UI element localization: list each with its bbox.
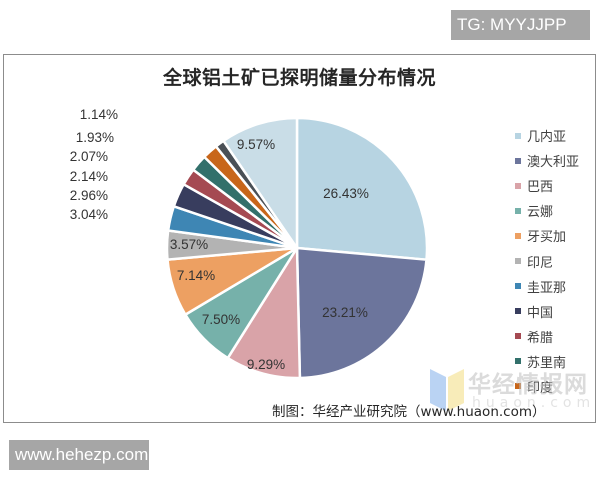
legend-swatch-icon xyxy=(515,358,521,365)
legend-swatch-icon xyxy=(515,383,521,390)
legend-item: 印尼 xyxy=(515,248,595,273)
source-note: 制图：华经产业研究院（www.huaon.com） xyxy=(272,404,546,420)
legend-swatch-icon xyxy=(515,258,521,265)
legend-item: 巴西 xyxy=(515,173,595,198)
legend-item: 云娜 xyxy=(515,198,595,223)
legend-swatch-icon xyxy=(515,182,521,189)
legend-swatch-icon xyxy=(515,333,521,340)
pie-labels: 26.43% 23.21% 9.29% 7.50% 7.14% 3.57% 3.04% 2.9… xyxy=(70,107,369,372)
pie-slice xyxy=(222,116,299,250)
legend-item: 牙买加 xyxy=(515,223,595,248)
tg-badge: TG: MYYJJPP xyxy=(451,10,590,40)
legend-item: 中国 xyxy=(515,299,595,324)
chart-frame: 全球铝土矿已探明储量分布情况 26.43% 23.21% 9.29% 7.50% 7.1… xyxy=(3,54,596,423)
pie-data-label: 7.50% xyxy=(202,312,240,327)
legend-item: 几内亚 xyxy=(515,123,595,148)
pie-chart: 26.43% 23.21% 9.29% 7.50% 7.14% 3.57% 3.04% 2.9… xyxy=(70,107,429,380)
pie-slice xyxy=(295,246,428,380)
pie-data-label: 26.43% xyxy=(323,186,369,201)
legend-item: 圭亚那 xyxy=(515,274,595,299)
chart-legend: 几内亚 澳大利亚 巴西 云娜 牙买加 印尼 圭亚那 中国 希腊 苏里南 印度 xyxy=(515,123,595,399)
legend-swatch-icon xyxy=(515,132,521,139)
pie-data-label: 3.57% xyxy=(170,237,208,252)
pie-data-label: 2.14% xyxy=(70,169,108,184)
pie-data-label: 1.14% xyxy=(80,107,118,122)
chart-title: 全球铝土矿已探明储量分布情况 xyxy=(162,67,436,89)
legend-item: 印度 xyxy=(515,374,595,399)
site-badge: www.hehezp.com xyxy=(9,440,149,470)
legend-item: 澳大利亚 xyxy=(515,148,595,173)
pie-data-label: 23.21% xyxy=(322,305,368,320)
legend-item: 苏里南 xyxy=(515,349,595,374)
legend-swatch-icon xyxy=(515,232,521,239)
pie-slice xyxy=(295,116,429,261)
pie-data-label: 3.04% xyxy=(70,207,108,222)
legend-swatch-icon xyxy=(515,207,521,214)
pie-data-label: 9.29% xyxy=(247,357,285,372)
pie-data-label: 2.07% xyxy=(70,149,108,164)
pie-data-label: 2.96% xyxy=(70,188,108,203)
pie-data-label: 9.57% xyxy=(237,137,275,152)
pie-data-label: 1.93% xyxy=(76,130,114,145)
pie-data-label: 7.14% xyxy=(177,268,215,283)
legend-swatch-icon xyxy=(515,157,521,164)
legend-item: 希腊 xyxy=(515,324,595,349)
pie-slices xyxy=(165,116,429,380)
legend-swatch-icon xyxy=(515,283,521,290)
legend-swatch-icon xyxy=(515,308,521,315)
